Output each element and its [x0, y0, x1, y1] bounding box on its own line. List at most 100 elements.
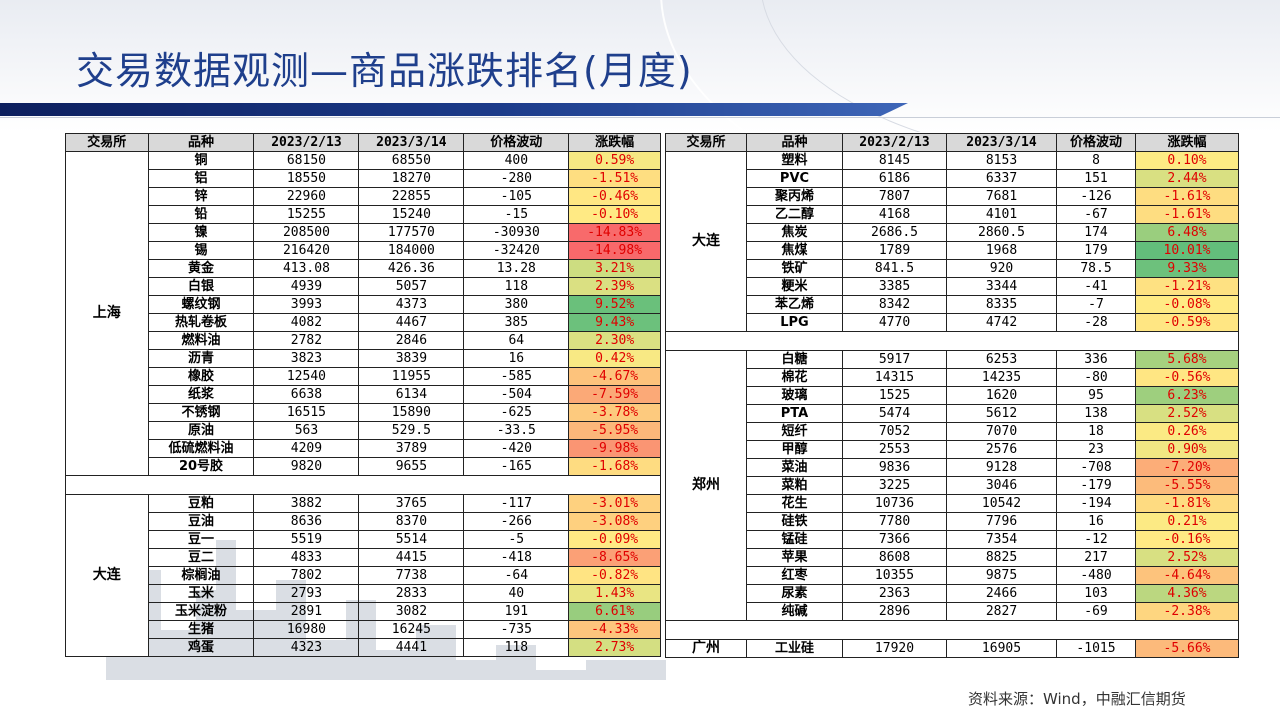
price-date2-cell: 3344	[946, 277, 1057, 296]
price-date2-cell: 16245	[358, 620, 465, 639]
price-date2-cell: 5057	[358, 277, 465, 296]
variety-cell: 鸡蛋	[147, 638, 255, 657]
pct-change-cell: 6.48%	[1135, 223, 1239, 242]
price-date1-cell: 2896	[842, 602, 947, 621]
price-date1-cell: 3225	[842, 476, 947, 495]
pct-change-cell: -0.56%	[1135, 368, 1239, 387]
variety-cell: 锡	[147, 241, 255, 260]
table-row: 聚丙烯 7807 7681 -126 -1.61%	[666, 187, 1239, 206]
price-date2-cell: 7681	[946, 187, 1057, 206]
pct-change-cell: -1.51%	[568, 169, 661, 188]
price-change-cell: -15	[463, 205, 570, 224]
price-date1-cell: 841.5	[842, 259, 947, 278]
price-date2-cell: 4101	[946, 205, 1057, 224]
price-date2-cell: 4373	[358, 295, 465, 314]
price-change-cell: 103	[1056, 584, 1136, 603]
price-change-cell: -1015	[1056, 639, 1136, 658]
price-change-cell: 18	[1056, 422, 1136, 441]
table-row: 豆油 8636 8370 -266 -3.08%	[66, 512, 661, 531]
price-change-cell: -64	[463, 566, 570, 585]
price-change-cell: -194	[1056, 494, 1136, 513]
variety-cell: 纯碱	[746, 602, 843, 621]
price-change-cell: 191	[463, 602, 570, 621]
pct-change-cell: -1.21%	[1135, 277, 1239, 296]
table-row: 红枣 10355 9875 -480 -4.64%	[666, 566, 1239, 585]
table-row: 生猪 16980 16245 -735 -4.33%	[66, 620, 661, 639]
table-row: 锡 216420 184000 -32420 -14.98%	[66, 241, 661, 260]
pct-change-cell: -0.16%	[1135, 530, 1239, 549]
price-change-cell: -30930	[463, 223, 570, 242]
variety-cell: 铝	[147, 169, 255, 188]
variety-cell: 白银	[147, 277, 255, 296]
table-row: LPG 4770 4742 -28 -0.59%	[666, 313, 1239, 332]
variety-cell: 红枣	[746, 566, 843, 585]
price-date2-cell: 6134	[358, 385, 465, 404]
variety-cell: 锌	[147, 187, 255, 206]
pct-change-cell: 0.10%	[1135, 151, 1239, 170]
variety-cell: 豆一	[147, 530, 255, 549]
price-change-cell: 95	[1056, 386, 1136, 405]
price-change-cell: -280	[463, 169, 570, 188]
price-change-cell: 78.5	[1056, 259, 1136, 278]
group-separator	[65, 475, 661, 495]
price-change-cell: -420	[463, 439, 570, 458]
variety-cell: 热轧卷板	[147, 313, 255, 332]
price-change-cell: -12	[1056, 530, 1136, 549]
variety-cell: 镍	[147, 223, 255, 242]
table-row: 乙二醇 4168 4101 -67 -1.61%	[666, 205, 1239, 224]
variety-cell: 橡胶	[147, 367, 255, 386]
exchange-cell: 大连	[65, 494, 149, 657]
pct-change-cell: 0.26%	[1135, 422, 1239, 441]
price-date1-cell: 7366	[842, 530, 947, 549]
price-date1-cell: 2363	[842, 584, 947, 603]
variety-cell: 塑料	[746, 151, 843, 170]
header-pct-change: 涨跌幅	[568, 133, 661, 152]
price-change-cell: -126	[1056, 187, 1136, 206]
variety-cell: 生猪	[147, 620, 255, 639]
price-date1-cell: 10355	[842, 566, 947, 585]
price-date1-cell: 6638	[253, 385, 360, 404]
price-date1-cell: 2553	[842, 440, 947, 459]
header-date-2: 2023/3/14	[946, 133, 1057, 152]
exchange-cell: 上海	[65, 151, 149, 476]
table-row: 短纤 7052 7070 18 0.26%	[666, 422, 1239, 441]
pct-change-cell: 0.21%	[1135, 512, 1239, 531]
price-change-cell: -480	[1056, 566, 1136, 585]
price-date2-cell: 6337	[946, 169, 1057, 188]
variety-cell: 甲醇	[746, 440, 843, 459]
price-date2-cell: 15240	[358, 205, 465, 224]
price-date2-cell: 10542	[946, 494, 1057, 513]
price-date1-cell: 4770	[842, 313, 947, 332]
table-header-row: 交易所 品种 2023/2/13 2023/3/14 价格波动 涨跌幅	[665, 133, 1239, 152]
header-exchange: 交易所	[665, 133, 747, 152]
table-row: 棉花 14315 14235 -80 -0.56%	[666, 368, 1239, 387]
header-price-change: 价格波动	[463, 133, 570, 152]
price-change-cell: 174	[1056, 223, 1136, 242]
price-date1-cell: 8342	[842, 295, 947, 314]
variety-cell: 豆二	[147, 548, 255, 567]
pct-change-cell: 1.43%	[568, 584, 661, 603]
price-date2-cell: 7070	[946, 422, 1057, 441]
table-row: 苹果 8608 8825 217 2.52%	[666, 548, 1239, 567]
table-row: 锰硅 7366 7354 -12 -0.16%	[666, 530, 1239, 549]
price-date1-cell: 68150	[253, 151, 360, 170]
variety-cell: 玻璃	[746, 386, 843, 405]
price-date1-cell: 12540	[253, 367, 360, 386]
pct-change-cell: 2.30%	[568, 331, 661, 350]
price-date2-cell: 7796	[946, 512, 1057, 531]
price-date2-cell: 9655	[358, 457, 465, 476]
price-change-cell: 400	[463, 151, 570, 170]
table-row: 花生 10736 10542 -194 -1.81%	[666, 494, 1239, 513]
table-row: 纯碱 2896 2827 -69 -2.38%	[666, 602, 1239, 621]
price-change-cell: 118	[463, 277, 570, 296]
price-date1-cell: 9836	[842, 458, 947, 477]
price-change-cell: -33.5	[463, 421, 570, 440]
table-row: 沥青 3823 3839 16 0.42%	[66, 349, 661, 368]
exchange-cell: 大连	[665, 151, 747, 332]
price-change-cell: -266	[463, 512, 570, 531]
price-change-cell: 16	[463, 349, 570, 368]
pct-change-cell: 2.52%	[1135, 404, 1239, 423]
price-change-cell: -80	[1056, 368, 1136, 387]
pct-change-cell: 2.44%	[1135, 169, 1239, 188]
pct-change-cell: -8.65%	[568, 548, 661, 567]
